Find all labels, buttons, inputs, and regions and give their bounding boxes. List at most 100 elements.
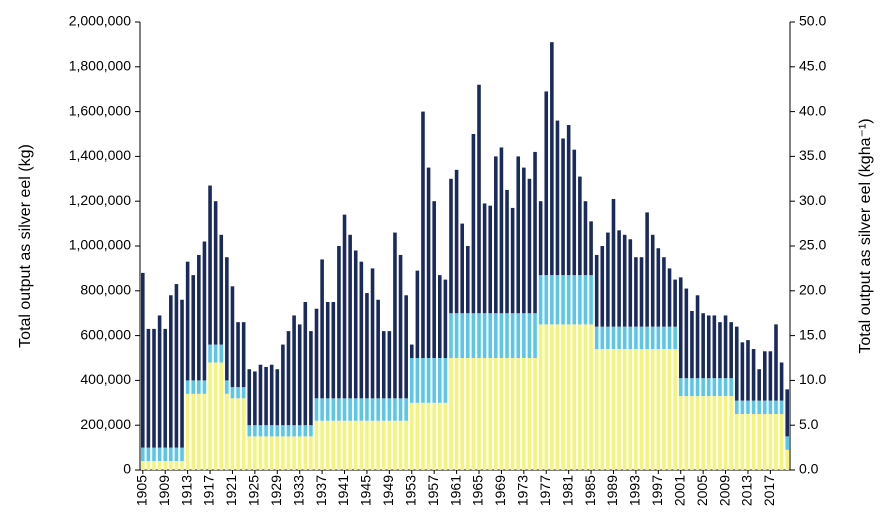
bar-segment — [342, 398, 347, 421]
bar-segment — [578, 176, 582, 276]
bar-segment — [163, 461, 168, 470]
bar-segment — [460, 223, 464, 314]
bar-segment — [303, 425, 308, 437]
bar-segment — [213, 344, 218, 363]
x-tick-label: 1941 — [335, 475, 351, 506]
bar-segment — [309, 425, 313, 437]
bar-segment — [174, 447, 179, 462]
bar-segment — [695, 295, 700, 379]
bar-segment — [303, 436, 308, 470]
bar-segment — [370, 398, 375, 421]
bar-segment — [527, 178, 532, 314]
bar-segment — [421, 111, 425, 358]
bar-segment — [185, 380, 190, 394]
bar-segment — [533, 358, 537, 470]
bar-segment — [163, 447, 168, 462]
bar-segment — [141, 461, 145, 470]
bar-segment — [583, 275, 588, 325]
bar-segment — [225, 257, 229, 381]
bar-segment — [387, 398, 392, 421]
bar-segment — [241, 322, 246, 388]
bar-segment — [437, 402, 442, 470]
bar-segment — [415, 358, 420, 403]
bar-segment — [740, 400, 745, 414]
bar-segment — [292, 315, 296, 426]
y2-tick-label: 0.0 — [799, 461, 819, 477]
bar-segment — [314, 308, 319, 399]
bar-segment — [522, 313, 526, 358]
bar-segment — [656, 326, 661, 350]
bar-segment — [264, 425, 268, 437]
bar-segment — [460, 313, 464, 358]
bar-segment — [662, 349, 666, 470]
y2-tick-label: 15.0 — [799, 326, 826, 342]
x-tick-label: 1953 — [402, 475, 418, 506]
bar-segment — [471, 134, 476, 314]
x-tick-label: 1933 — [290, 475, 306, 506]
bar-segment — [421, 358, 425, 403]
bar-segment — [253, 436, 257, 470]
bar-segment — [146, 461, 151, 470]
bar-segment — [645, 326, 649, 350]
bar-segment — [746, 400, 750, 414]
bar-segment — [466, 246, 470, 314]
y-axis-label: Total output as silver eel (kg) — [17, 144, 34, 348]
bar-segment — [376, 398, 380, 421]
bar-segment — [634, 257, 638, 327]
bar-segment — [269, 436, 274, 470]
bar-segment — [230, 286, 235, 388]
bar-segment — [538, 201, 543, 276]
bar-segment — [751, 414, 756, 470]
bar-segment — [729, 396, 733, 470]
bar-segment — [779, 414, 784, 470]
bar-segment — [533, 151, 537, 314]
y-tick-label: 600,000 — [80, 326, 131, 342]
bar-segment — [314, 420, 319, 470]
y2-tick-label: 35.0 — [799, 147, 826, 163]
bar-segment — [342, 420, 347, 470]
bar-segment — [247, 436, 252, 470]
bar-segment — [381, 331, 386, 399]
bar-segment — [460, 358, 464, 470]
bar-segment — [516, 358, 521, 470]
bar-segment — [325, 420, 330, 470]
bar-segment — [213, 362, 218, 470]
bar-segment — [572, 275, 577, 325]
x-tick-label: 1929 — [268, 475, 284, 506]
bar-segment — [202, 380, 207, 394]
y2-tick-label: 40.0 — [799, 102, 826, 118]
bar-segment — [353, 420, 358, 470]
bar-segment — [426, 402, 431, 470]
bar-segment — [253, 371, 257, 426]
bar-segment — [561, 324, 565, 470]
bar-segment — [275, 369, 280, 426]
bar-segment — [247, 369, 252, 426]
bar-segment — [230, 398, 235, 470]
bar-segment — [673, 326, 677, 350]
bar-segment — [236, 387, 240, 399]
bar-segment — [768, 400, 773, 414]
bar-segment — [337, 398, 341, 421]
bar-segment — [404, 398, 408, 421]
bar-segment — [550, 42, 554, 276]
bar-segment — [180, 299, 184, 448]
bar-segment — [202, 393, 207, 470]
bar-segment — [482, 313, 487, 358]
x-tick-label: 2005 — [694, 475, 710, 506]
bar-segment — [337, 246, 341, 399]
bar-segment — [180, 447, 184, 462]
y-tick-label: 800,000 — [80, 282, 131, 298]
bar-segment — [152, 447, 156, 462]
x-tick-label: 1961 — [447, 475, 463, 506]
bar-segment — [331, 302, 336, 399]
bar-segment — [746, 414, 750, 470]
bar-segment — [331, 398, 336, 421]
x-tick-label: 1973 — [515, 475, 531, 506]
bar-segment — [706, 315, 711, 379]
bar-segment — [348, 234, 352, 399]
y2-tick-label: 5.0 — [799, 416, 819, 432]
bar-segment — [561, 138, 565, 276]
x-tick-label: 2009 — [716, 475, 732, 506]
bar-segment — [762, 414, 767, 470]
